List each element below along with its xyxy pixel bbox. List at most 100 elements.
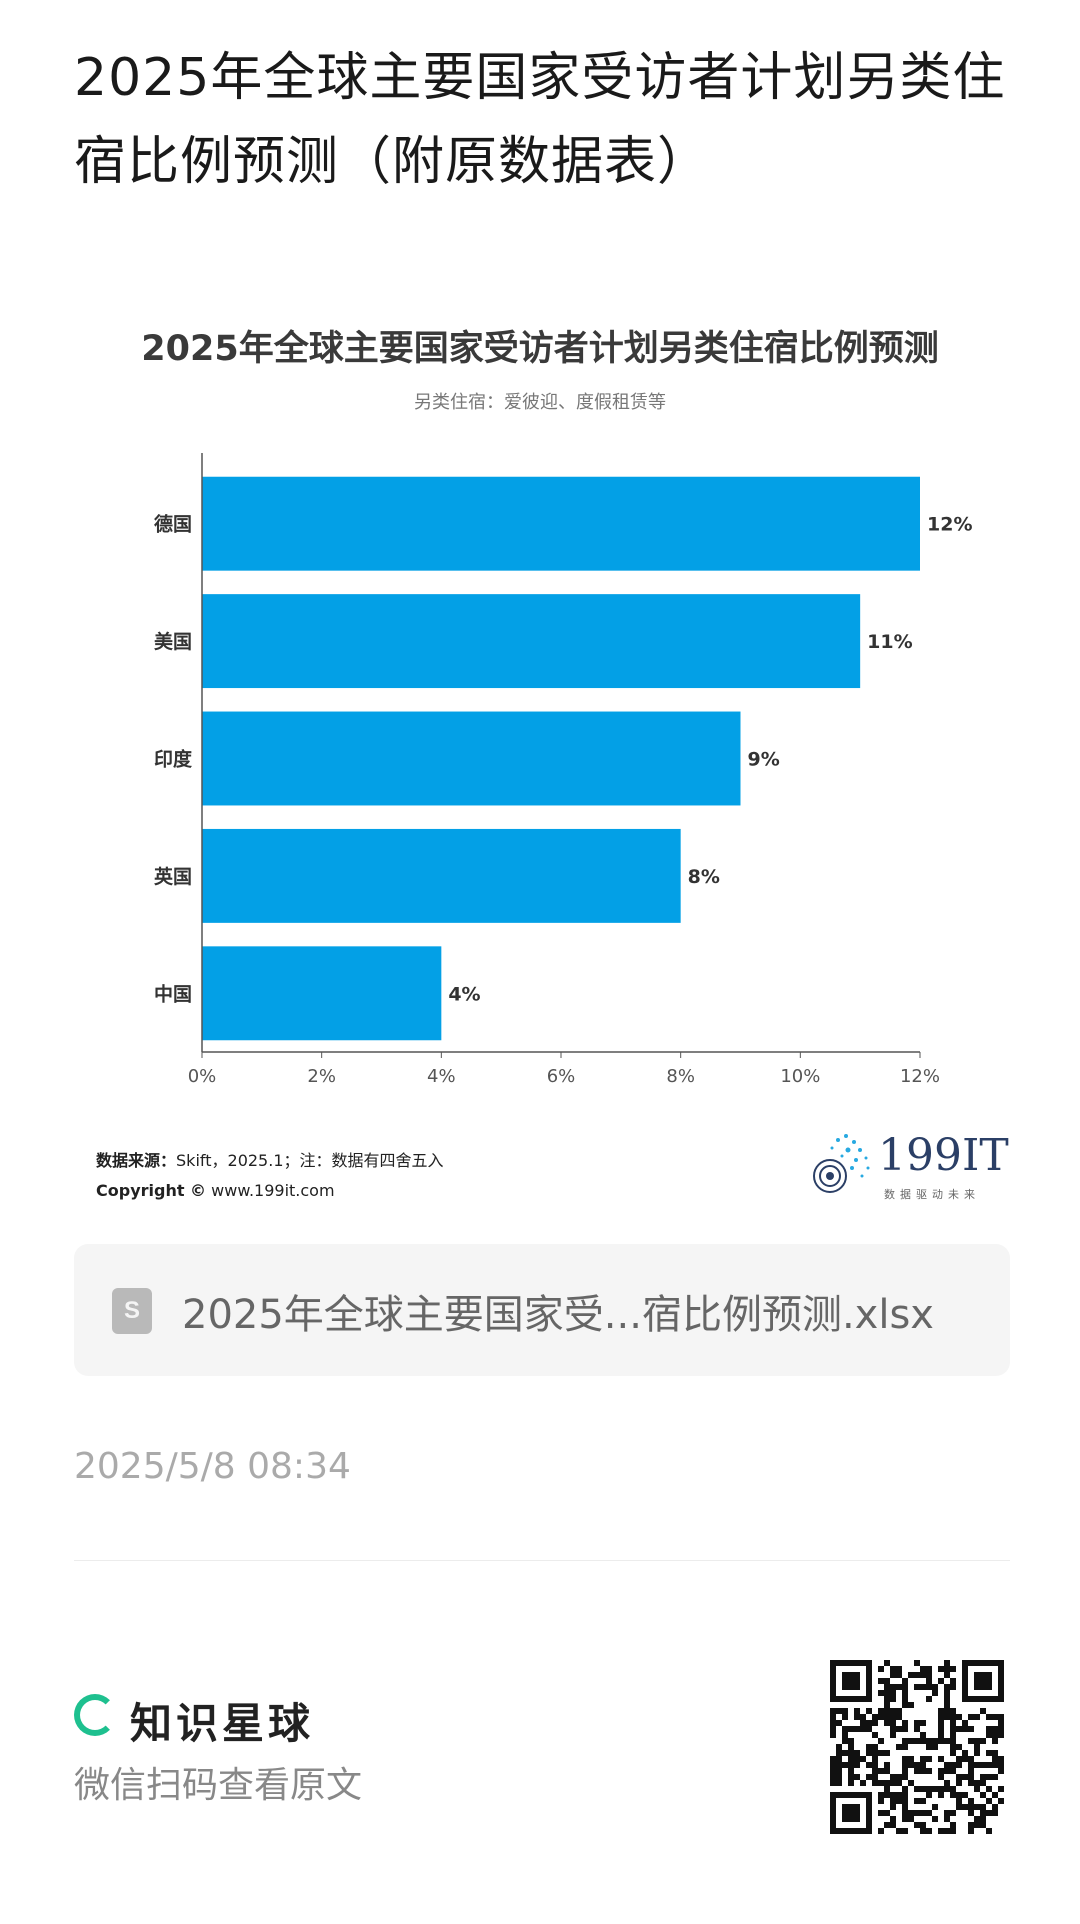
qr-module [926,1684,932,1690]
qr-module [956,1756,962,1762]
qr-module [896,1714,902,1720]
qr-module [956,1774,962,1780]
chart-subtitle: 另类住宿：爱彼迎、度假租赁等 [414,392,666,413]
qr-module [902,1828,908,1834]
qr-module [866,1762,872,1768]
qr-module [920,1738,926,1744]
qr-module [986,1714,992,1720]
qr-module [890,1720,896,1726]
qr-module [950,1738,956,1744]
qr-module [842,1714,848,1720]
qr-module [884,1762,890,1768]
qr-finder-inner [842,1672,860,1690]
qr-module [992,1738,998,1744]
qr-module [920,1762,926,1768]
qr-module [956,1804,962,1810]
qr-module [854,1714,860,1720]
qr-module [890,1774,896,1780]
qr-module [998,1726,1004,1732]
file-attachment[interactable]: 2025年全球主要国家受...宿比例预测.xlsx [74,1244,1010,1376]
qr-module [974,1780,980,1786]
qr-module [836,1774,842,1780]
qr-module [974,1822,980,1828]
qr-module [944,1696,950,1702]
qr-module [938,1792,944,1798]
copyright-line: Copyright © www.199it.com [96,1176,444,1206]
qr-module [998,1798,1004,1804]
qr-module [842,1708,848,1714]
qr-module [980,1738,986,1744]
qr-module [884,1822,890,1828]
qr-module [842,1762,848,1768]
timestamp: 2025/5/8 08:34 [74,1446,351,1487]
qr-module [896,1792,902,1798]
qr-module [968,1822,974,1828]
data-label: 8% [688,866,720,888]
qr-module [872,1750,878,1756]
qr-module [848,1780,854,1786]
category-label: 印度 [154,748,193,771]
qr-module [860,1726,866,1732]
qr-module [896,1666,902,1672]
qr-module [896,1672,902,1678]
qr-module [866,1720,872,1726]
qr-module [980,1780,986,1786]
qr-module [884,1678,890,1684]
qr-module [950,1684,956,1690]
qr-module [950,1768,956,1774]
qr-module [944,1816,950,1822]
qr-module [866,1726,872,1732]
qr-module [980,1792,986,1798]
qr-module [950,1708,956,1714]
data-label: 4% [448,983,480,1005]
qr-module [902,1738,908,1744]
qr-module [902,1702,908,1708]
copyright-url: www.199it.com [211,1181,335,1200]
qr-module [890,1714,896,1720]
qr-module [944,1828,950,1834]
qr-module [890,1690,896,1696]
qr-module [920,1684,926,1690]
qr-module [950,1732,956,1738]
qr-module [986,1750,992,1756]
qr-module [968,1768,974,1774]
x-tick-label: 4% [427,1066,456,1087]
qr-module [848,1756,854,1762]
qr-module [902,1756,908,1762]
qr-module [968,1756,974,1762]
qr-module [890,1708,896,1714]
file-name: 2025年全球主要国家受...宿比例预测.xlsx [182,1292,934,1338]
qr-module [860,1780,866,1786]
bar-chart: 德国 12% 美国 11% 印度 9% 英国 8% 中国 4% 0% 2% 4% 6% 8% 10% 12% [154,453,972,1087]
qr-module [932,1690,938,1696]
qr-module [854,1726,860,1732]
qr-module [848,1750,854,1756]
qr-module [836,1708,842,1714]
qr-module [908,1672,914,1678]
qr-module [938,1828,944,1834]
qr-module [902,1774,908,1780]
qr-module [992,1750,998,1756]
qr-module [944,1762,950,1768]
qr-module [974,1762,980,1768]
qr-module [950,1678,956,1684]
qr-module [854,1756,860,1762]
qr-module [830,1714,836,1720]
qr-module [866,1750,872,1756]
category-label: 德国 [154,513,192,536]
qr-module [944,1714,950,1720]
qr-module [878,1828,884,1834]
qr-code-icon[interactable] [830,1660,1004,1834]
qr-module [926,1786,932,1792]
x-tick-label: 8% [666,1066,695,1087]
qr-module [926,1792,932,1798]
qr-module [878,1690,884,1696]
qr-module [968,1762,974,1768]
qr-module [914,1738,920,1744]
qr-module [932,1744,938,1750]
bar [202,946,442,1041]
qr-module [896,1798,902,1804]
chart-title: 2025年全球主要国家受访者计划另类住宿比例预测 [141,329,939,369]
qr-module [902,1720,908,1726]
x-tick-label: 6% [547,1066,576,1087]
